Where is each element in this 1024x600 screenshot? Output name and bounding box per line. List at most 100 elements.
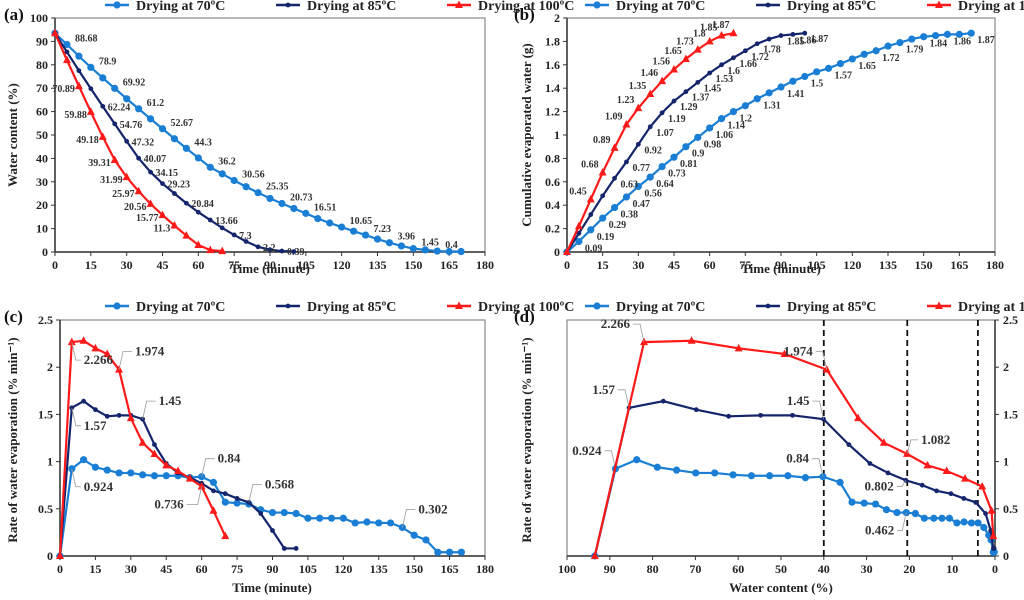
data-label: 59.88 [64, 110, 87, 121]
legend: Drying at 70ºC Drying at 85ºC Drying at 10… [105, 300, 574, 315]
callout-label: 0.84 [786, 451, 809, 466]
data-point [197, 482, 206, 490]
x-tick-label: 105 [297, 258, 315, 272]
series-s100: 2.266 1.974 1.082 [590, 316, 998, 559]
x-tick-label: 180 [476, 258, 494, 272]
data-point [920, 514, 928, 522]
data-point [182, 231, 191, 239]
data-point [911, 509, 919, 518]
data-point [848, 498, 856, 506]
x-tick-label: 90 [775, 258, 787, 272]
series-line [593, 458, 995, 557]
data-point [983, 511, 988, 516]
y-tick-label: 0.2 [545, 222, 560, 236]
y-tick-label: 1 [554, 128, 560, 142]
data-label: 1.09 [605, 111, 623, 122]
data-label: 0.45 [569, 186, 587, 197]
data-point [290, 204, 298, 213]
data-point [789, 77, 797, 85]
legend-label-s100: Drying at 100ºC [478, 0, 574, 14]
data-point [172, 191, 177, 196]
data-point [683, 89, 689, 95]
plot-frame [59, 319, 486, 557]
data-point [127, 469, 135, 477]
data-point [860, 499, 868, 507]
data-point [158, 125, 167, 133]
data-point [778, 33, 784, 38]
data-point [230, 176, 238, 185]
callout-leader [604, 450, 616, 469]
data-point [692, 469, 700, 477]
data-point [753, 95, 761, 103]
data-point [659, 110, 665, 116]
legend: Drying at 70ºC Drying at 85ºC Drying at 10… [585, 300, 1024, 315]
data-point [879, 438, 888, 446]
data-point [682, 143, 690, 151]
data-point [79, 336, 88, 344]
data-point [445, 548, 454, 556]
panel-label-d: (d) [514, 307, 535, 326]
data-point [76, 68, 82, 74]
data-point [765, 89, 773, 97]
data-point [233, 499, 241, 507]
data-point [409, 245, 417, 253]
data-point [266, 194, 274, 203]
data-point [824, 64, 833, 72]
data-point [138, 438, 147, 446]
data-point [434, 548, 442, 556]
data-point [742, 48, 748, 54]
y-tick-label: 0 [47, 549, 53, 563]
data-point [279, 248, 285, 254]
callout-leader [812, 400, 824, 420]
legend-item: Drying at 85ºC [756, 0, 876, 14]
data-label: 88.68 [75, 33, 98, 44]
data-point [123, 95, 131, 103]
data-label: 13.66 [215, 216, 238, 227]
data-point [375, 519, 383, 527]
x-tick-label: 75 [228, 258, 240, 272]
x-tick-label: 60 [196, 562, 208, 576]
data-label: 7.3 [239, 231, 252, 242]
data-point [363, 518, 371, 526]
data-label: 1.5 [811, 79, 824, 90]
data-point [254, 189, 262, 197]
data-label: 1.65 [664, 46, 682, 57]
data-point [339, 514, 347, 522]
data-point [195, 209, 201, 215]
callout-leader [815, 351, 828, 370]
data-label: 0.38 [621, 210, 639, 221]
callout-leader [186, 486, 203, 505]
legend-label-s85: Drying at 85ºC [307, 300, 396, 315]
data-point [766, 36, 772, 42]
x-tick-label: 135 [369, 258, 387, 272]
data-point [93, 407, 98, 413]
data-label: 25.97 [112, 189, 135, 200]
data-point [717, 31, 726, 39]
data-point [893, 508, 901, 517]
series-s70: 0.924 0.84 0.302 [56, 451, 465, 560]
data-point [170, 221, 179, 229]
data-point [575, 237, 583, 246]
data-label: 0.47 [632, 199, 650, 210]
callout-leader [142, 400, 156, 420]
data-point [920, 33, 928, 41]
data-point [741, 102, 749, 110]
data-point [931, 31, 940, 40]
data-point [978, 482, 987, 490]
callout-label: 1.57 [84, 418, 107, 433]
data-point [634, 182, 642, 191]
series-s70: 0.924 0.84 0.462 [572, 443, 998, 560]
data-label: 1.53 [716, 74, 734, 85]
data-point [91, 463, 100, 471]
data-point [194, 240, 203, 248]
data-point [209, 478, 218, 486]
series-s100: 0.45 0.68 0.89 1.09 1.23 1.35 1.461.561.651.73… [563, 20, 738, 255]
data-point [207, 217, 213, 223]
data-point [930, 514, 938, 522]
data-point [116, 412, 122, 418]
data-point [218, 170, 226, 178]
data-point [973, 499, 979, 505]
data-label: 0.92 [644, 145, 662, 156]
data-label: 29.23 [168, 180, 191, 191]
